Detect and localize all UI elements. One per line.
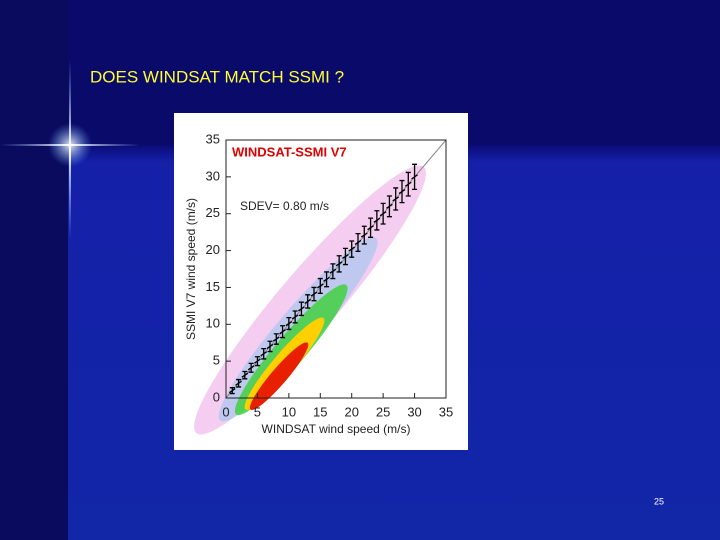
x-tick-label: 25 <box>376 404 390 419</box>
error-bar <box>235 378 242 388</box>
annotation: SDEV= 0.80 m/s <box>240 199 329 213</box>
error-bar <box>291 310 299 324</box>
flare-horizontal <box>0 144 140 146</box>
error-bar <box>348 240 356 258</box>
x-tick-label: 20 <box>344 404 358 419</box>
slide-title: DOES WINDSAT MATCH SSMI ? <box>90 67 344 86</box>
error-bar <box>266 340 274 353</box>
y-tick-label: 25 <box>206 205 220 220</box>
chart-title: WINDSAT-SSMI V7 <box>232 144 347 159</box>
plot-frame <box>225 139 447 399</box>
error-bar <box>354 232 362 252</box>
error-bar <box>404 171 412 197</box>
x-axis-label: WINDSAT wind speed (m/s) <box>262 422 411 436</box>
error-bar <box>373 210 381 231</box>
error-bar <box>247 362 255 373</box>
error-bar <box>316 277 324 294</box>
y-tick-label: 35 <box>206 131 220 146</box>
error-bar <box>411 163 418 191</box>
error-bar <box>379 202 387 225</box>
error-bar <box>228 387 236 395</box>
y-tick-label: 5 <box>213 353 220 368</box>
y-axis-label: SSMI V7 wind speed (m/s) <box>184 198 198 340</box>
error-bar <box>342 247 349 266</box>
error-bar <box>398 179 406 204</box>
flare-vertical <box>69 60 71 240</box>
y-tick-label: 10 <box>206 316 220 331</box>
error-bar <box>329 263 337 280</box>
error-bar <box>298 301 305 317</box>
error-bar <box>272 333 280 345</box>
density-red <box>249 342 309 411</box>
x-tick-label: 15 <box>313 404 327 419</box>
error-bar <box>335 255 343 273</box>
error-bar <box>260 347 268 360</box>
x-tick-label: 35 <box>439 404 453 419</box>
x-tick-label: 5 <box>254 404 261 419</box>
error-bar <box>367 217 374 238</box>
y-tick-label: 15 <box>206 279 220 294</box>
page-number: 25 <box>654 496 664 506</box>
error-bar <box>310 286 318 302</box>
left-band <box>0 0 68 540</box>
x-tick-label: 0 <box>222 404 229 419</box>
error-bar <box>386 195 393 218</box>
error-bar <box>304 294 312 309</box>
y-tick-label: 20 <box>206 242 220 257</box>
error-bar <box>285 317 293 331</box>
y-tick-label: 30 <box>206 168 220 183</box>
error-bar <box>254 356 261 367</box>
error-bar <box>279 325 286 339</box>
error-bar <box>360 225 368 245</box>
y-tick-label: 0 <box>213 389 220 404</box>
error-bar <box>323 271 330 288</box>
error-bar <box>241 370 249 380</box>
x-tick-label: 10 <box>282 404 296 419</box>
x-tick-label: 30 <box>407 404 421 419</box>
error-bar <box>392 187 400 211</box>
